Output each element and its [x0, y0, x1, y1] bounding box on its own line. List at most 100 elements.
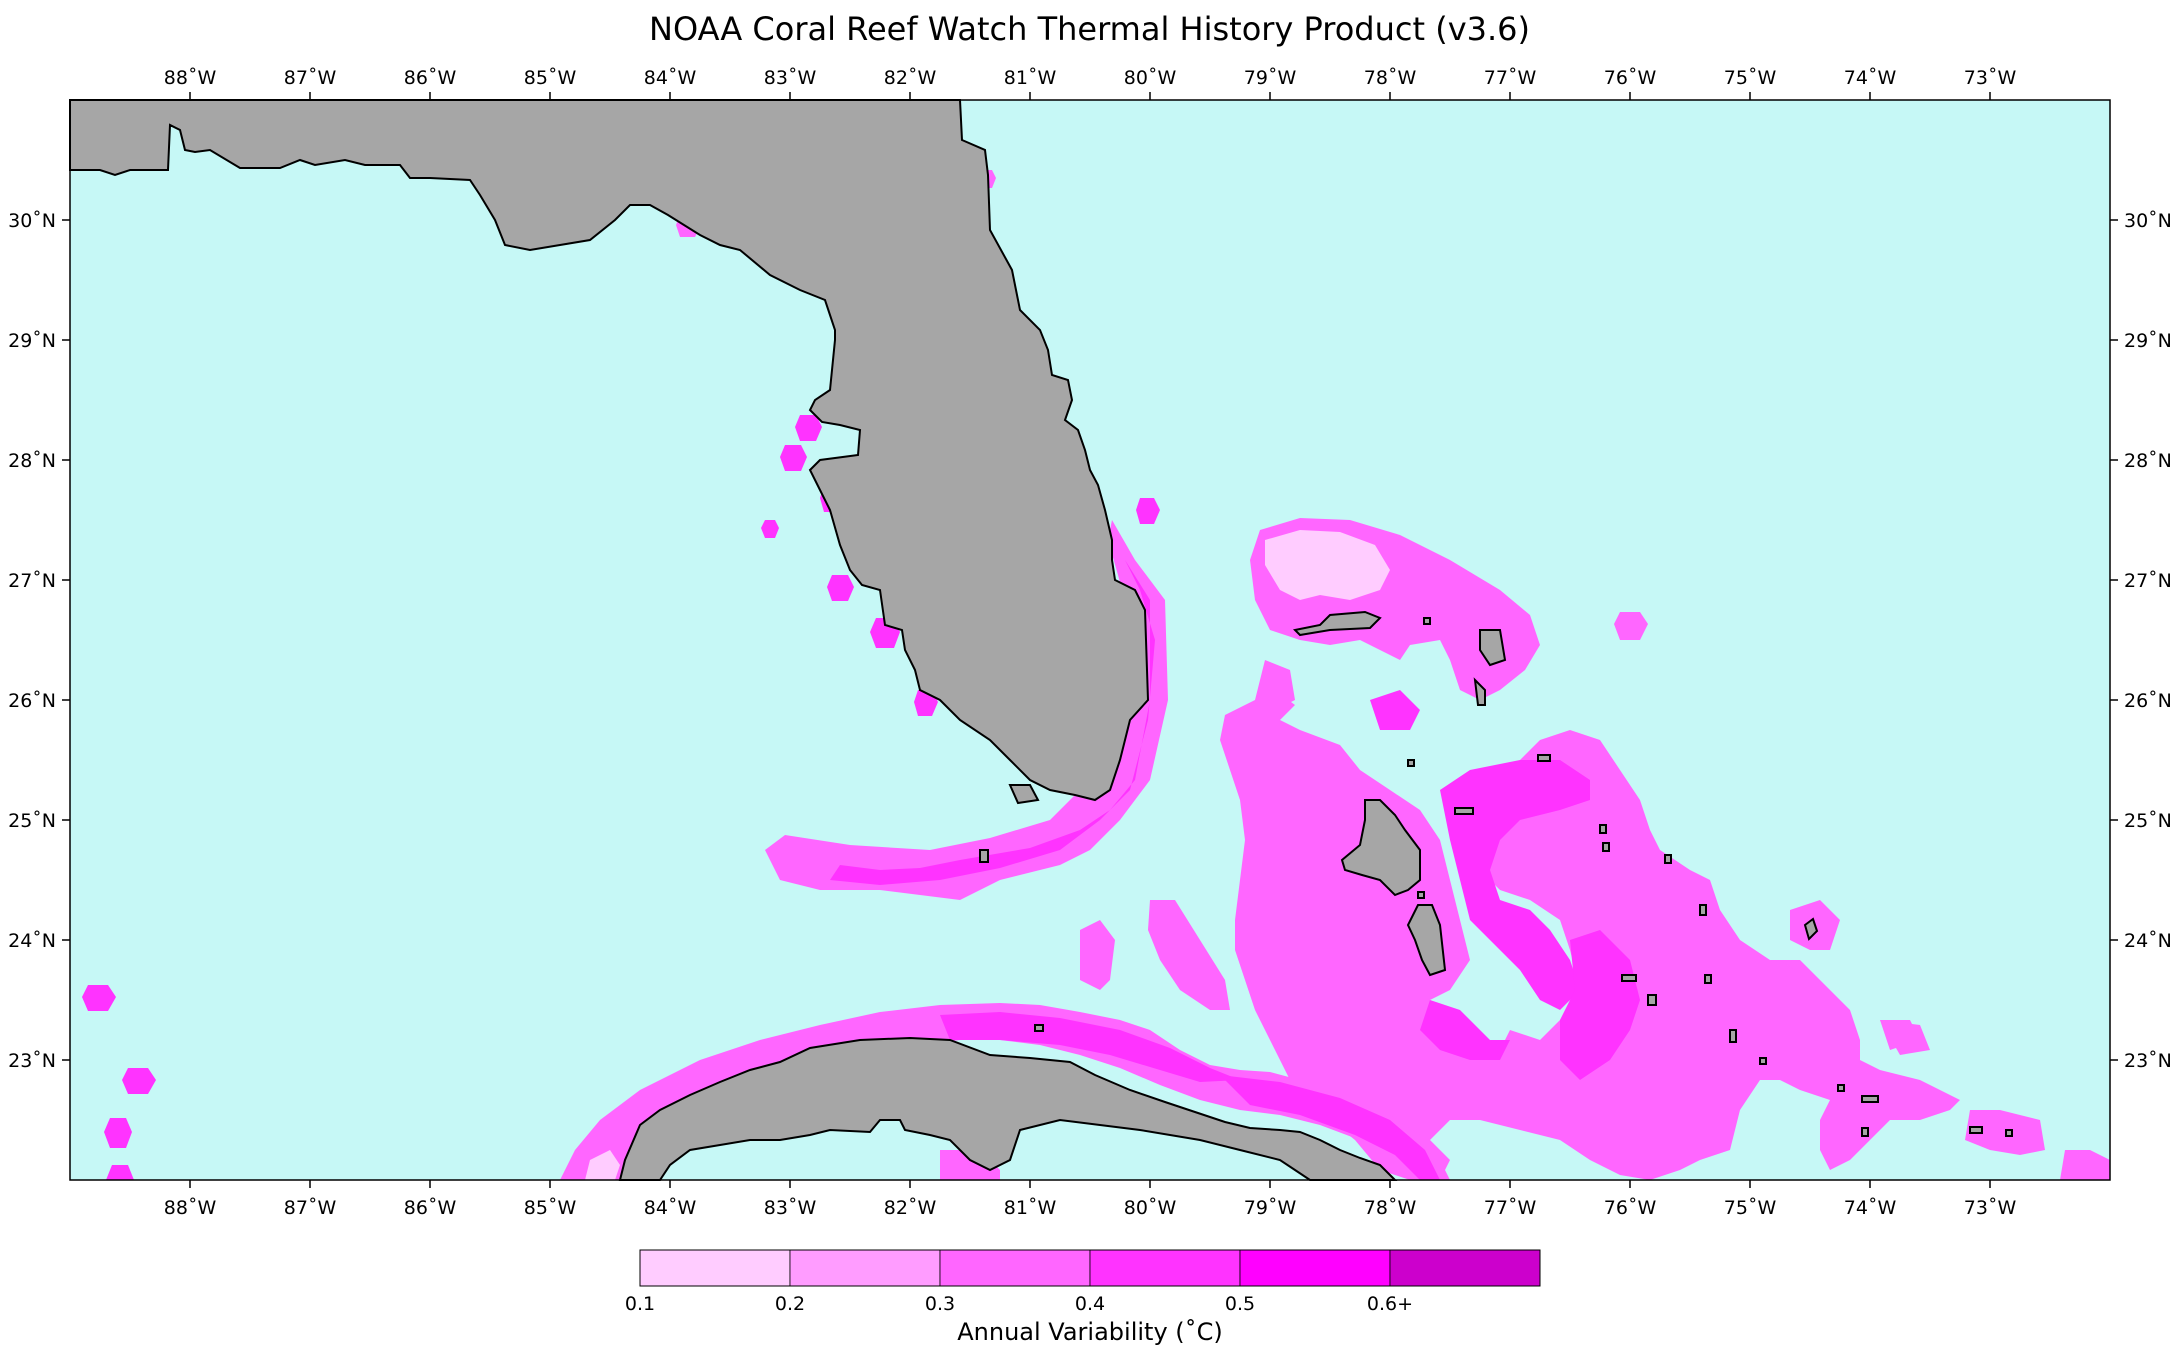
lat-tick-label-right: 30˚N [2124, 210, 2172, 232]
lon-tick-label-bottom: 88˚W [164, 1197, 217, 1219]
colorbar: 0.1 0.2 0.3 0.4 0.5 0.6+ Annual Variability (… [625, 1249, 1541, 1346]
variability-patch [780, 445, 807, 471]
variability-layer [82, 170, 2110, 1180]
lon-tick-label-top: 83˚W [764, 67, 817, 89]
variability-patch [1265, 530, 1390, 600]
lon-tick-label-bottom: 85˚W [524, 1197, 577, 1219]
cuba-landmass [618, 1036, 1398, 1181]
keys-islet [1034, 1024, 1044, 1032]
bahama-islet [1803, 917, 1819, 941]
lat-tick-label-left: 26˚N [8, 690, 56, 712]
colorbar-title: Annual Variability (˚C) [957, 1318, 1223, 1346]
lon-tick-label-bottom: 75˚W [1724, 1197, 1777, 1219]
lat-tick-label-left: 30˚N [8, 210, 56, 232]
colorbar-swatch [1389, 1249, 1541, 1287]
variability-patch [1148, 900, 1230, 1010]
eleuthera-island [1537, 754, 1551, 762]
variability-patch [761, 520, 779, 538]
lat-tick-label-right: 25˚N [2124, 810, 2172, 832]
keys-islet [979, 849, 989, 863]
variability-patch [1136, 498, 1160, 524]
lat-tick-label-left: 23˚N [8, 1050, 56, 1072]
map-frame [69, 99, 2111, 1181]
map-ticks: 88˚W 88˚W 87˚W 87˚W 86˚W 86˚W 85˚W 85˚W 84˚W 84˚W… [8, 67, 2172, 1219]
variability-patch [765, 520, 1168, 900]
colorbar-swatch [1089, 1249, 1241, 1287]
variability-patch [122, 1068, 156, 1094]
colorbar-swatch [1239, 1249, 1391, 1287]
lon-tick-label-top: 78˚W [1364, 67, 1417, 89]
colorbar-swatch [939, 1249, 1091, 1287]
colorbar-swatches [639, 1249, 1541, 1287]
bahama-islet [1837, 1084, 1845, 1092]
lat-tick-label-right: 26˚N [2124, 690, 2172, 712]
land-layer [69, 99, 2013, 1181]
variability-patch [1080, 920, 1115, 990]
variability-patch [106, 1165, 134, 1180]
lat-tick-label-left: 28˚N [8, 450, 56, 472]
variability-patch [104, 1118, 132, 1148]
colorbar-ticks: 0.1 0.2 0.3 0.4 0.5 0.6+ [625, 1293, 1413, 1315]
variability-patch [1560, 930, 1640, 1080]
bahama-islet [1407, 759, 1415, 767]
lon-tick-label-top: 76˚W [1604, 67, 1657, 89]
variability-patch [82, 985, 116, 1011]
variability-patch [1815, 1060, 1960, 1170]
lat-tick-label-left: 27˚N [8, 570, 56, 592]
lon-tick-label-bottom: 76˚W [1604, 1197, 1657, 1219]
variability-patch [585, 1150, 620, 1180]
variability-patch [1255, 660, 1295, 710]
bahama-islet [1621, 974, 1637, 982]
andros-island [1340, 799, 1421, 897]
lon-tick-label-top: 88˚W [164, 67, 217, 89]
colorbar-swatch [789, 1249, 941, 1287]
bahama-islet [1664, 854, 1672, 864]
bahama-islet [1423, 617, 1431, 625]
variability-patch [1220, 1075, 1440, 1180]
colorbar-tick-label: 0.3 [925, 1293, 955, 1315]
bahama-islet [1861, 1127, 1869, 1137]
lat-tick-label-right: 29˚N [2124, 330, 2172, 352]
lon-tick-label-bottom: 86˚W [404, 1197, 457, 1219]
lon-tick-label-bottom: 81˚W [1004, 1197, 1057, 1219]
bahama-islet [2005, 1129, 2013, 1137]
lon-tick-label-bottom: 74˚W [1844, 1197, 1897, 1219]
bahama-islet [1704, 974, 1712, 984]
bahama-islet [1759, 1057, 1767, 1065]
colorbar-tick-label: 0.4 [1075, 1293, 1105, 1315]
variability-patch [1690, 940, 1795, 1000]
lat-tick-label-right: 23˚N [2124, 1050, 2172, 1072]
lon-tick-label-top: 84˚W [644, 67, 697, 89]
bahama-islet [1699, 904, 1707, 916]
bahama-islet [1417, 891, 1425, 899]
grand-bahama-island [1292, 610, 1382, 637]
lon-tick-label-top: 85˚W [524, 67, 577, 89]
lon-tick-label-top: 75˚W [1724, 67, 1777, 89]
variability-patch [1420, 1000, 1510, 1060]
bahama-islet [1647, 994, 1657, 1006]
variability-patch [1880, 1020, 1930, 1055]
lon-tick-label-bottom: 82˚W [884, 1197, 937, 1219]
lon-tick-label-top: 86˚W [404, 67, 457, 89]
variability-patch [1370, 690, 1420, 730]
colorbar-frame [639, 1249, 1541, 1287]
nassau-island [1454, 807, 1474, 815]
variability-patch [1440, 760, 1590, 1010]
lon-tick-label-top: 81˚W [1004, 67, 1057, 89]
lon-tick-label-bottom: 80˚W [1124, 1197, 1177, 1219]
andros-south-island [1406, 904, 1447, 977]
lat-tick-label-left: 24˚N [8, 930, 56, 952]
lon-tick-label-bottom: 73˚W [1964, 1197, 2017, 1219]
lon-tick-label-bottom: 78˚W [1364, 1197, 1417, 1219]
lat-tick-label-right: 28˚N [2124, 450, 2172, 472]
variability-patch [940, 1012, 1240, 1082]
lon-tick-label-top: 82˚W [884, 67, 937, 89]
lon-tick-label-bottom: 79˚W [1244, 1197, 1297, 1219]
variability-patch [827, 575, 854, 601]
variability-patch [2060, 1150, 2110, 1180]
abaco-islet [1473, 677, 1486, 706]
bahama-islet [1602, 842, 1610, 852]
colorbar-swatch [639, 1249, 791, 1287]
lon-tick-label-top: 74˚W [1844, 67, 1897, 89]
